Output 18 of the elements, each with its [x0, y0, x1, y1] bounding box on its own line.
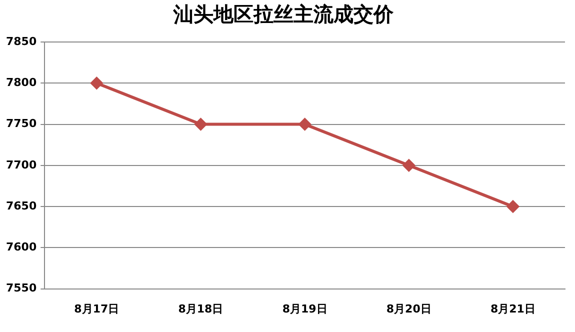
y-tick-label: 7700 [6, 158, 37, 172]
x-tick-label: 8月19日 [282, 302, 328, 316]
x-tick-label: 8月17日 [74, 302, 120, 316]
x-tick-label: 8月18日 [178, 302, 224, 316]
x-tick-label: 8月21日 [490, 302, 536, 316]
point [298, 118, 311, 130]
point [402, 159, 415, 172]
y-tick-label: 7850 [6, 34, 37, 48]
chart-title: 汕头地区拉丝主流成交价 [172, 2, 394, 26]
y-tick-label: 7550 [6, 282, 37, 295]
y-tick-label: 7650 [6, 199, 37, 212]
y-tick-label: 7800 [6, 76, 37, 89]
point [90, 77, 103, 90]
y-tick-label: 7750 [6, 117, 37, 130]
x-tick-label: 8月20日 [386, 302, 432, 316]
point [506, 200, 519, 213]
y-tick-label: 7600 [6, 240, 37, 254]
point [194, 118, 207, 130]
